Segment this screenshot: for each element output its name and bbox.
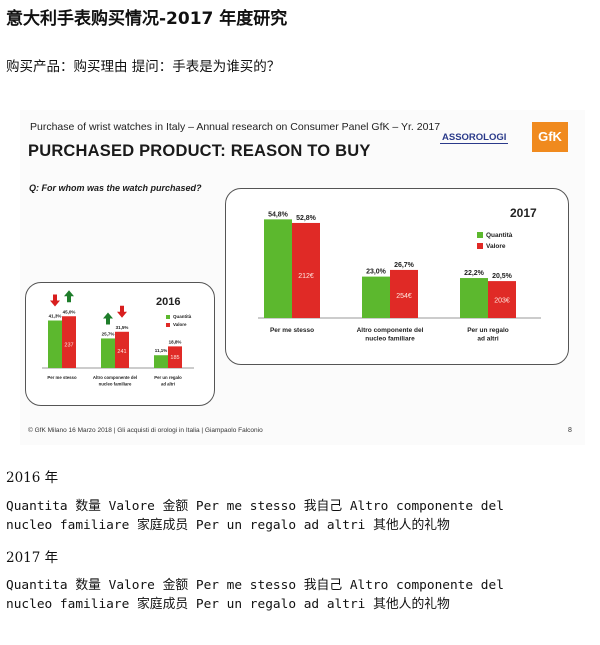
bar-2-1 [488,281,516,318]
data-label-2-0: 22,2% [464,270,485,277]
bar-0-1 [292,222,320,318]
slide-header: Purchase of wrist watches in Italy – Ann… [30,121,441,133]
category-label-0-0: Per me stesso [47,375,77,380]
legend-label-1: Valore [173,322,187,327]
page-title: 意大利手表购买情况-2017 年度研究 [6,9,288,29]
category-label-1-1: nucleo familiare [99,381,132,386]
section-2016-line-1: Quantita 数量 Valore 金额 Per me stesso 我自己 … [6,499,504,514]
bar-1-1 [390,269,418,318]
bar-2-0 [154,355,168,368]
survey-question: Q: For whom was the watch purchased? [29,183,202,193]
bar-2-1 [168,346,182,368]
bar-value-label-1: 241 [117,349,126,355]
category-label-1-1: nucleo familiare [365,336,415,343]
bar-value-label-2: 185 [170,355,179,361]
bar-1-0 [362,276,390,318]
section-2017-line-1: Quantita 数量 Valore 金额 Per me stesso 我自己 … [6,578,504,593]
chart-title: 2017 [510,206,537,220]
bar-0-1 [62,316,76,368]
bar-1-1 [115,331,129,368]
slide-heading: PURCHASED PRODUCT: REASON TO BUY [28,142,371,160]
data-label-0-1: 45,0% [63,309,76,314]
category-label-2-1: ad altri [477,336,499,343]
legend-swatch-1 [166,323,170,327]
legend-label-1: Valore [486,243,506,250]
data-label-1-0: 23,0% [366,269,387,276]
data-label-2-1: 18,8% [169,339,182,344]
section-2016-text: Quantita 数量 Valore 金额 Per me stesso 我自己 … [6,497,596,535]
chart-2016: 2016 Quantità Valore 41,3%45,0% 237 Per me st… [42,290,194,386]
category-label-2-1: ad altri [161,381,175,386]
slide-page-number: 8 [568,427,572,434]
chart-2017-box: 2017 Quantità Valore 54,8% 52,8% 212€ Per me s… [225,188,569,365]
bar-value-label-0: 237 [64,342,73,348]
category-label-0-0: Per me stesso [270,327,314,334]
category-label-2-0: Per un regalo [154,375,182,380]
bar-0-0 [48,320,62,368]
data-label-1-1: 26,7% [394,262,415,269]
data-label-1-1: 31,5% [116,325,129,330]
data-label-2-0: 11,1% [155,348,168,353]
assoorologi-logo: ASSOROLOGI [440,132,509,144]
data-label-0-0: 54,8% [268,211,289,218]
chart-title: 2016 [156,296,180,308]
trend-arrow-up-2 [103,312,113,325]
chart-2017: 2017 Quantità Valore 54,8% 52,8% 212€ Per me s… [258,206,541,343]
trend-arrow-up-1 [64,290,74,303]
data-label-0-0: 41,3% [49,314,62,319]
legend-swatch-0 [477,232,483,238]
section-2016-line-2: nucleo familiare 家庭成员 Per un regalo ad a… [6,518,450,533]
category-label-1-0: Altro componente del [93,375,137,380]
bar-value-label-2: 203€ [494,298,510,305]
bar-2-0 [460,278,488,318]
bar-value-label-0: 212€ [298,273,314,280]
section-2017-text: Quantita 数量 Valore 金额 Per me stesso 我自己 … [6,576,596,614]
data-label-0-1: 52,8% [296,215,317,222]
bar-0-0 [264,219,292,318]
category-label-1-0: Altro componente del [357,327,424,334]
section-2017-heading: 2017 年 [6,550,59,566]
data-label-1-0: 25,7% [102,331,115,336]
section-2016-heading: 2016 年 [6,470,59,486]
gfk-logo: GfK [532,122,568,152]
data-label-2-1: 20,5% [492,273,513,280]
section-2017-line-2: nucleo familiare 家庭成员 Per un regalo ad a… [6,597,450,612]
legend-label-0: Quantità [486,232,513,239]
category-label-2-0: Per un regalo [467,327,509,334]
slide-image: Purchase of wrist watches in Italy – Ann… [20,110,585,445]
slide-footer: © GfK Milano 16 Marzo 2018 | Gli acquist… [28,427,263,434]
bar-value-label-1: 254€ [396,293,412,300]
trend-arrow-down-3 [117,305,127,318]
legend-swatch-1 [477,243,483,249]
trend-arrow-down-0 [50,294,60,307]
legend-swatch-0 [166,315,170,319]
page-subtitle: 购买产品：购买理由 提问：手表是为谁买的？ [6,59,281,75]
chart-2016-box: 2016 Quantità Valore 41,3% 45,0% 237 Per me st… [25,282,215,406]
bar-1-0 [101,338,115,368]
legend-label-0: Quantità [173,314,192,319]
